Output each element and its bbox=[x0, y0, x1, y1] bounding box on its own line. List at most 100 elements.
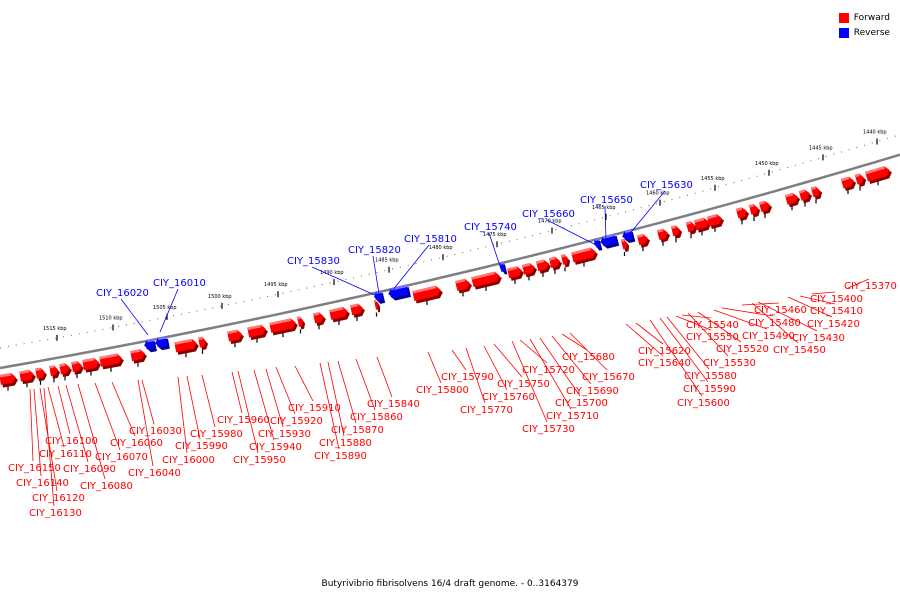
gene-highlight bbox=[620, 239, 625, 243]
gene-label-reverse: CIY_15810 bbox=[404, 234, 457, 245]
gene-leader bbox=[511, 340, 548, 423]
forward-gene bbox=[758, 200, 773, 215]
gene-leader bbox=[488, 232, 503, 273]
forward-gene bbox=[59, 363, 72, 377]
gene-leader bbox=[604, 205, 607, 241]
tick-label: 1505 kbp bbox=[153, 305, 177, 311]
gene-leader bbox=[847, 278, 870, 289]
gene-label-forward: CIY_15410 bbox=[810, 306, 863, 317]
reverse-gene bbox=[155, 336, 170, 351]
gene-leader bbox=[635, 322, 664, 345]
forward-gene bbox=[656, 228, 671, 243]
tick-label: 1440 kbp bbox=[863, 130, 887, 136]
gene-leader bbox=[391, 244, 430, 292]
gene-body bbox=[865, 166, 890, 182]
gene-highlight bbox=[99, 353, 118, 360]
gene-label-forward: CIY_15790 bbox=[441, 372, 494, 383]
gene-label-forward: CIY_15430 bbox=[792, 333, 845, 344]
gene-leader bbox=[39, 387, 58, 492]
gene-highlight bbox=[391, 284, 408, 291]
forward-gene bbox=[810, 186, 823, 200]
gene-highlight bbox=[670, 225, 677, 230]
gene-leader bbox=[529, 338, 572, 410]
gene-label-forward: CIY_15750 bbox=[497, 379, 550, 390]
gene-highlight bbox=[594, 237, 599, 242]
forward-gene bbox=[735, 207, 750, 222]
forward-gene bbox=[412, 285, 443, 304]
forward-gene bbox=[174, 338, 199, 355]
gene-label-forward: CIY_15540 bbox=[686, 320, 739, 331]
gene-highlight bbox=[329, 307, 344, 313]
forward-gene bbox=[297, 316, 306, 330]
forward-gene bbox=[685, 221, 698, 235]
gene-label-forward: CIY_15580 bbox=[684, 371, 737, 382]
legend-item-forward: Forward bbox=[838, 10, 890, 25]
forward-gene bbox=[693, 217, 711, 233]
gene-leader bbox=[29, 388, 34, 462]
forward-gene bbox=[49, 365, 60, 379]
gene-leader bbox=[77, 383, 106, 480]
reverse-gene bbox=[622, 229, 636, 244]
forward-gene bbox=[373, 299, 381, 313]
gene-highlight bbox=[35, 367, 41, 372]
gene-leader bbox=[47, 386, 65, 448]
forward-gene bbox=[35, 367, 47, 382]
forward-gene bbox=[706, 214, 724, 229]
gene-label-forward: CIY_15910 bbox=[288, 403, 341, 414]
gene-leader bbox=[355, 358, 376, 411]
gene-label-forward: CIY_15880 bbox=[319, 438, 372, 449]
gene-highlight bbox=[471, 271, 496, 280]
gene-label-forward: CIY_16150 bbox=[8, 463, 61, 474]
gene-highlight bbox=[535, 259, 545, 264]
gene-label-reverse: CIY_15630 bbox=[640, 180, 693, 191]
forward-gene bbox=[99, 353, 124, 370]
gene-leader bbox=[569, 332, 608, 371]
scale-line bbox=[0, 134, 900, 349]
forward-swatch bbox=[838, 12, 849, 23]
gene-leader bbox=[65, 384, 89, 463]
gene-leader bbox=[327, 361, 345, 437]
gene-highlight bbox=[784, 192, 794, 198]
gene-label-forward: CIY_16090 bbox=[63, 464, 116, 475]
legend-label-forward: Forward bbox=[853, 12, 890, 23]
gene-leader bbox=[649, 319, 703, 397]
gene-label-forward: CIY_16000 bbox=[162, 455, 215, 466]
gene-highlight bbox=[810, 186, 817, 191]
map-caption: Butyrivibrio fibrisolvens 16/4 draft gen… bbox=[321, 579, 579, 589]
gene-leader bbox=[465, 347, 486, 404]
tick-label: 1465 kbp bbox=[592, 205, 616, 211]
gene-label-forward: CIY_15590 bbox=[683, 384, 736, 395]
gene-leader bbox=[177, 376, 188, 454]
gene-label-forward: CIY_15640 bbox=[638, 358, 691, 369]
gene-leader bbox=[376, 356, 393, 398]
forward-gene bbox=[0, 372, 18, 388]
gene-body bbox=[155, 336, 168, 348]
gene-leader bbox=[721, 307, 774, 317]
gene-leader bbox=[253, 369, 275, 441]
reverse-gene bbox=[388, 284, 411, 301]
gene-leader bbox=[713, 309, 768, 330]
reverse-gene bbox=[594, 237, 603, 251]
tick-label: 1495 kbp bbox=[264, 282, 288, 288]
gene-highlight bbox=[706, 214, 718, 220]
gene-highlight bbox=[840, 176, 850, 182]
forward-gene bbox=[636, 234, 651, 248]
gene-highlight bbox=[798, 189, 806, 194]
gene-leader bbox=[561, 333, 588, 351]
gene-body bbox=[144, 338, 155, 350]
forward-gene bbox=[670, 225, 683, 239]
forward-gene bbox=[865, 166, 892, 184]
gene-leader bbox=[57, 385, 71, 435]
gene-highlight bbox=[174, 338, 193, 345]
tick-label: 1485 kbp bbox=[375, 258, 399, 264]
forward-gene bbox=[748, 203, 761, 218]
gene-highlight bbox=[636, 234, 644, 239]
forward-gene bbox=[620, 239, 630, 252]
gene-leader bbox=[751, 302, 799, 344]
gene-label-forward: CIY_15460 bbox=[754, 305, 807, 316]
gene-leader bbox=[43, 387, 55, 507]
gene-highlight bbox=[693, 217, 705, 223]
gene-label-forward: CIY_15840 bbox=[367, 399, 420, 410]
gene-leader bbox=[551, 335, 592, 385]
gene-highlight bbox=[865, 166, 885, 175]
